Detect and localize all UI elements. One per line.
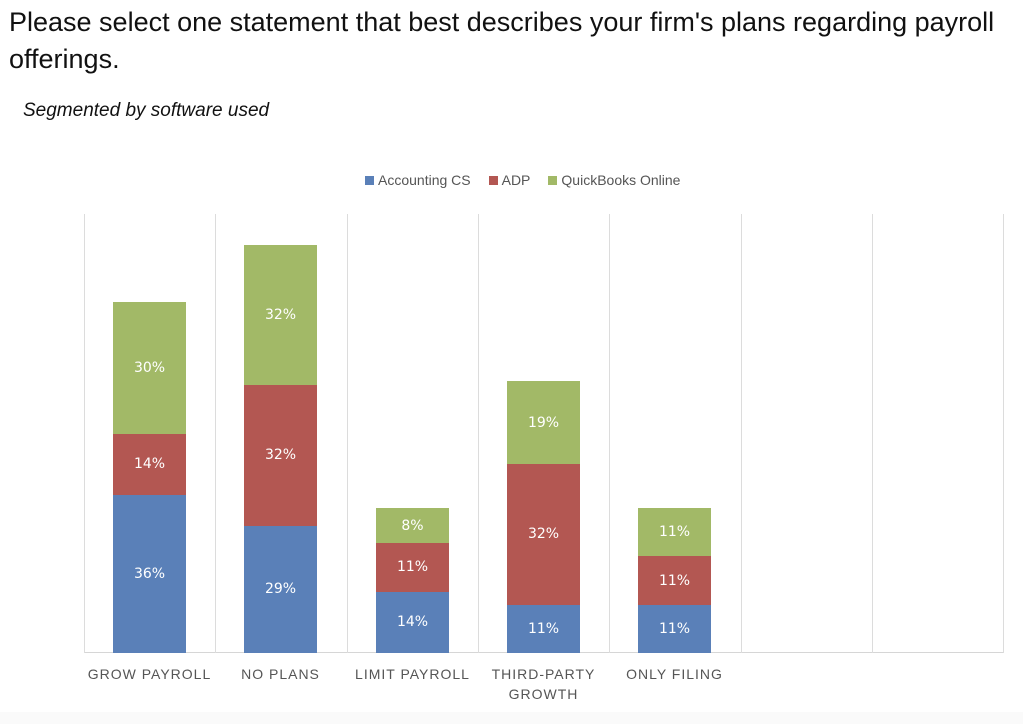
bar-no-plans: 29% 32% 32% (244, 244, 317, 653)
legend-label: Accounting CS (378, 172, 471, 188)
legend-item-accounting-cs: Accounting CS (365, 172, 471, 188)
x-axis-label: LIMIT PAYROLL (355, 666, 470, 682)
x-axis-label: THIRD-PARTY GROWTH (491, 666, 596, 702)
gridline (84, 214, 85, 653)
bar-segment-quickbooks-online: 30% (113, 301, 186, 434)
bar-segment-accounting-cs: 14% (376, 591, 449, 653)
plot-area: 36% 14% 30% 29% 32% 32% 14% 11% 8% 11% 32% 19% 11% 11… (84, 214, 1004, 653)
bar-segment-adp: 14% (113, 433, 186, 495)
chart-legend: Accounting CS ADP QuickBooks Online (365, 172, 680, 188)
legend-label: QuickBooks Online (561, 172, 681, 188)
x-axis-label: NO PLANS (241, 666, 320, 682)
bar-segment-quickbooks-online: 8% (376, 508, 449, 544)
gridline (215, 214, 216, 653)
gridline (478, 214, 479, 653)
bar-segment-accounting-cs: 36% (113, 494, 186, 653)
gridline (872, 214, 873, 653)
gridline (347, 214, 348, 653)
gridline (741, 214, 742, 653)
bar-segment-quickbooks-online: 32% (244, 244, 317, 386)
legend-label: ADP (501, 172, 531, 188)
legend-swatch-icon (365, 175, 374, 185)
bar-segment-accounting-cs: 11% (638, 604, 711, 653)
chart-subtitle: Segmented by software used (23, 100, 270, 121)
bar-grow-payroll: 36% 14% 30% (113, 301, 186, 653)
bar-segment-adp: 32% (244, 385, 317, 526)
bottom-strip (0, 712, 1023, 724)
bar-segment-accounting-cs: 29% (244, 525, 317, 653)
bar-segment-adp: 32% (507, 464, 580, 605)
gridline (609, 214, 610, 653)
gridline (1003, 214, 1004, 653)
bar-segment-adp: 11% (638, 556, 711, 605)
bar-third-party-growth: 11% 32% 19% (507, 380, 580, 653)
bar-segment-quickbooks-online: 11% (638, 508, 711, 557)
chart-title: Please select one statement that best de… (9, 7, 995, 74)
bar-segment-accounting-cs: 11% (507, 604, 580, 653)
bar-segment-quickbooks-online: 19% (507, 380, 580, 465)
legend-item-adp: ADP (488, 172, 531, 188)
legend-item-quickbooks-online: QuickBooks Online (548, 172, 680, 188)
x-axis-label: GROW PAYROLL (87, 666, 212, 682)
bar-only-filing: 11% 11% 11% (638, 508, 711, 653)
legend-swatch-icon (548, 175, 558, 185)
bar-limit-payroll: 14% 11% 8% (376, 508, 449, 653)
x-axis-label: ONLY FILING (626, 666, 723, 682)
legend-swatch-icon (488, 175, 498, 185)
bar-segment-adp: 11% (376, 543, 449, 592)
